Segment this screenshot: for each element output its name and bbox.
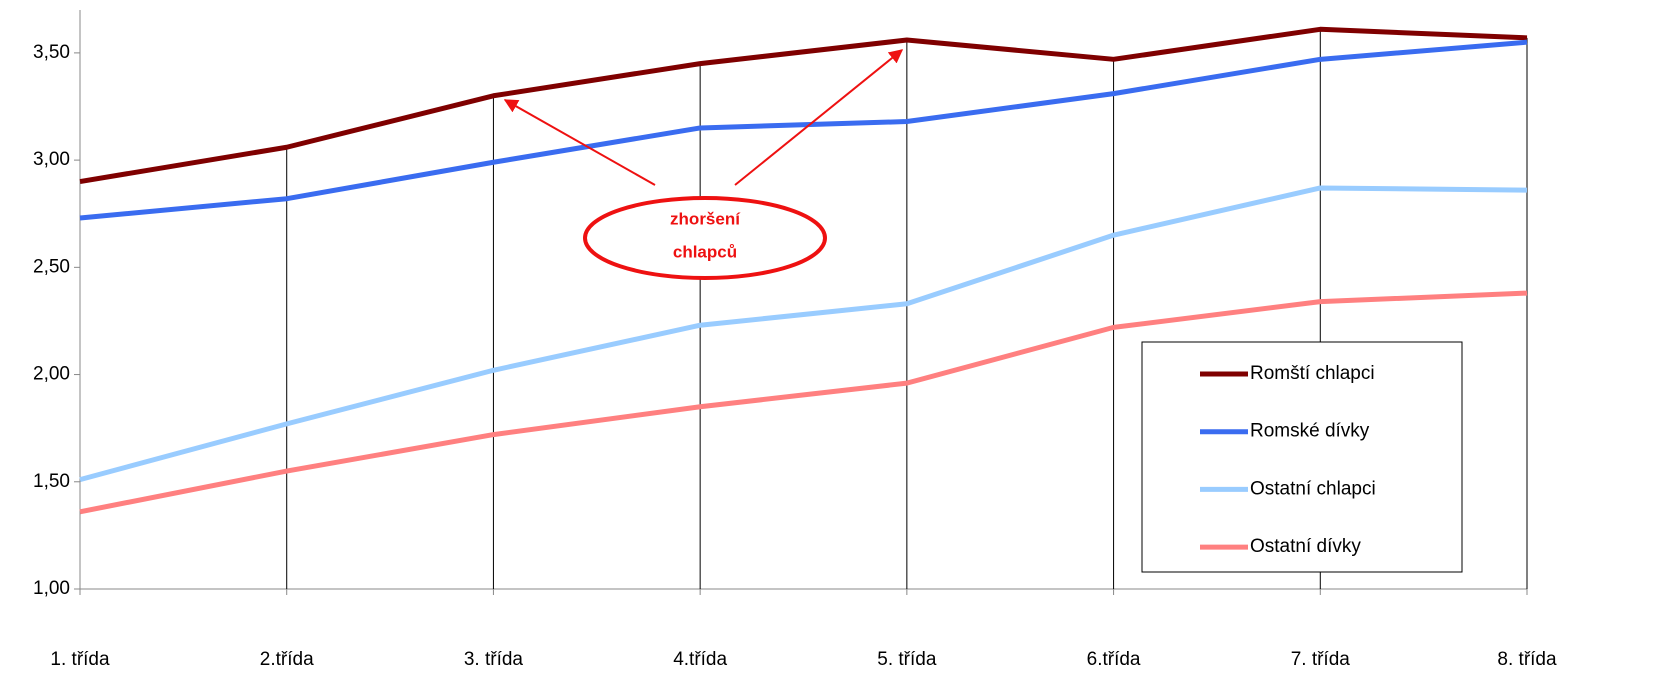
y-tick-label: 2,50 [33, 256, 70, 277]
x-tick-label: 2.třída [260, 649, 314, 670]
legend-label: Romské dívky [1250, 421, 1370, 442]
legend-box [1141, 341, 1463, 573]
series-line [79, 290, 1528, 515]
y-tick-label: 3,50 [33, 42, 70, 63]
x-tick-label: 4.třída [673, 649, 727, 670]
series-line [79, 39, 1528, 221]
y-tick-label: 2,00 [33, 364, 70, 385]
annotation-text: chlapců [673, 242, 737, 261]
y-tick-label: 1,50 [33, 471, 70, 492]
y-tick-label: 3,00 [33, 149, 70, 170]
x-tick-label: 7. třída [1291, 649, 1351, 670]
series-line [79, 185, 1528, 483]
annotation-arrow [734, 49, 904, 186]
legend-label: Romští chlapci [1250, 363, 1375, 384]
x-tick-label: 5. třída [877, 649, 937, 670]
x-tick-label: 8. třída [1497, 649, 1557, 670]
x-tick-label: 1. třída [50, 649, 110, 670]
legend-label: Ostatní dívky [1250, 536, 1361, 557]
annotation-text: zhoršení [670, 209, 741, 228]
legend-label: Ostatní chlapci [1250, 478, 1376, 499]
annotation-arrow [503, 99, 656, 186]
series-line [79, 26, 1528, 185]
y-tick-label: 1,00 [33, 578, 70, 599]
x-tick-label: 6.třída [1087, 649, 1141, 670]
x-tick-label: 3. třída [464, 649, 524, 670]
annotation-ellipse [583, 196, 827, 280]
